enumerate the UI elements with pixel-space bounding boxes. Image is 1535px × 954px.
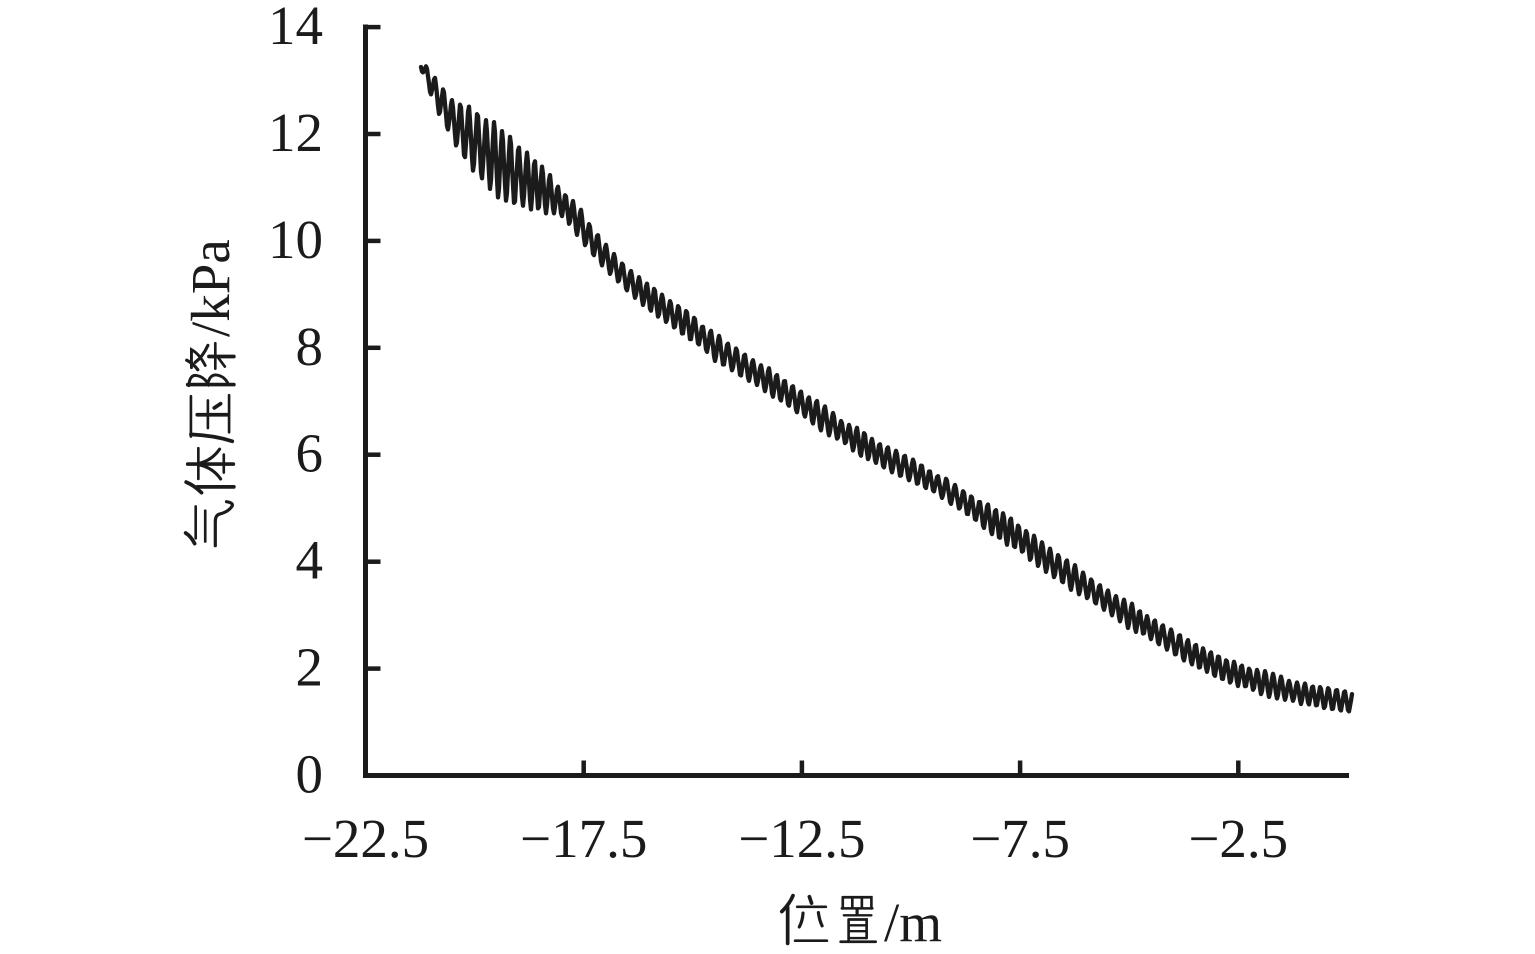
svg-text:−7.5: −7.5 (970, 808, 1070, 869)
svg-text:0: 0 (296, 744, 324, 805)
svg-text:/m: /m (884, 892, 942, 953)
svg-text:14: 14 (268, 0, 323, 56)
svg-text:−12.5: −12.5 (738, 808, 865, 869)
svg-text:10: 10 (268, 209, 323, 270)
svg-text:−22.5: −22.5 (302, 808, 429, 869)
svg-text:−17.5: −17.5 (520, 808, 647, 869)
svg-text:12: 12 (268, 102, 323, 163)
svg-text:2: 2 (296, 637, 324, 698)
svg-text:4: 4 (296, 530, 324, 591)
svg-text:−2.5: −2.5 (1188, 808, 1288, 869)
svg-text:/kPa: /kPa (180, 239, 241, 337)
svg-text:8: 8 (296, 316, 324, 377)
svg-text:6: 6 (296, 423, 324, 484)
